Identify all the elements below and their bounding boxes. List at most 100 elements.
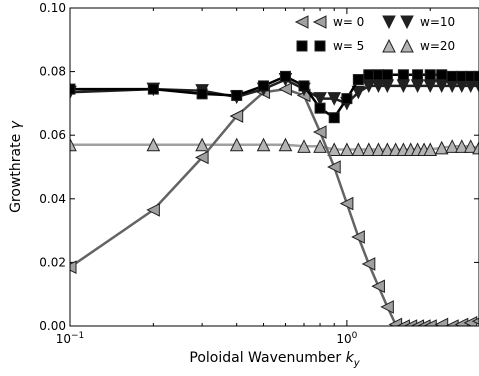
data-point [351, 85, 366, 100]
y-tick-label: 0.02 [39, 255, 66, 269]
y-axis: 0.00 0.02 0.04 0.06 0.08 0.10 [39, 1, 479, 333]
data-point [340, 142, 354, 157]
data-point [351, 142, 366, 157]
data-point [436, 69, 448, 81]
y-tick-label: 0.10 [39, 1, 66, 15]
legend-marker [400, 38, 414, 53]
plot-frame [69, 7, 479, 327]
data-point [146, 137, 161, 152]
data-point [327, 142, 342, 157]
data-point [229, 109, 244, 123]
data-point [473, 70, 479, 82]
data-point [463, 139, 478, 153]
data-point [297, 139, 311, 153]
legend-item: w=20 [382, 38, 455, 53]
x-axis-title-subscript: y [353, 358, 361, 369]
data-point [146, 203, 160, 217]
data-point [434, 317, 449, 326]
series-w5 [70, 69, 479, 124]
legend-marker [382, 15, 396, 30]
legend: w= 0 w= 5 w=10 w=20 [294, 15, 455, 53]
data-point [231, 89, 243, 101]
legend-marker [400, 15, 414, 30]
data-point [327, 160, 341, 174]
y-axis-title: Growthrate γ [8, 120, 24, 213]
data-point [313, 139, 327, 153]
legend-label: w=20 [420, 39, 455, 53]
x-axis-title-text: Poloidal Wavenumber [189, 350, 345, 366]
data-point [434, 140, 449, 155]
y-tick-label: 0.04 [39, 192, 66, 206]
data-point [445, 139, 459, 153]
data-point [380, 300, 394, 314]
data-point [229, 137, 244, 152]
legend-marker [296, 40, 308, 52]
data-point [256, 137, 271, 152]
data-point [147, 83, 159, 95]
data-point [327, 92, 342, 106]
legend-marker [382, 38, 396, 53]
data-point [371, 142, 386, 157]
legend-item: w=10 [382, 15, 455, 30]
data-point [397, 69, 409, 81]
x-axis-title-symbol: k [346, 350, 355, 366]
data-point [70, 260, 77, 274]
data-point [363, 69, 375, 81]
data-point [361, 257, 376, 271]
data-point [472, 79, 479, 94]
data-point [196, 88, 208, 100]
data-point [70, 137, 77, 152]
data-point [471, 317, 479, 325]
y-tick-label: 0.00 [39, 319, 66, 333]
data-point [396, 319, 410, 326]
data-point [424, 69, 436, 81]
data-point [298, 80, 310, 92]
data-point [423, 319, 437, 326]
legend-label: w= 5 [333, 39, 364, 53]
data-point [472, 140, 479, 155]
data-point [380, 142, 395, 157]
data-point [362, 142, 376, 157]
x-tick-label: 10−1 [56, 331, 85, 346]
y-tick-label: 0.08 [39, 65, 66, 79]
legend-label: w= 0 [333, 15, 364, 29]
series-layer [70, 69, 479, 326]
legend-item: w= 5 [296, 39, 364, 53]
series-line [70, 87, 479, 326]
y-tick-label: 0.06 [39, 128, 66, 142]
y-axis-title-text: Growthrate [8, 129, 24, 213]
data-point [279, 70, 291, 82]
legend-label: w=10 [420, 15, 455, 29]
data-point [314, 102, 326, 114]
data-point [381, 69, 393, 81]
series-w20 [70, 137, 479, 157]
data-point [194, 150, 209, 165]
data-point [313, 92, 327, 106]
legend-marker [314, 40, 326, 52]
data-point [454, 139, 469, 153]
data-point [352, 74, 364, 86]
data-point [278, 137, 293, 152]
series-line [70, 78, 479, 105]
legend-item: w= 0 [294, 15, 364, 29]
data-point [341, 93, 353, 105]
data-point [339, 196, 354, 211]
legend-marker [294, 15, 309, 29]
series-w0 [70, 82, 479, 326]
data-point [312, 125, 327, 139]
data-point [351, 230, 365, 244]
x-axis: 10−1 100 [56, 8, 479, 346]
data-point [70, 83, 76, 95]
data-point [412, 69, 424, 81]
data-point [371, 279, 385, 294]
data-point [195, 137, 209, 152]
data-point [423, 142, 438, 157]
data-point [446, 70, 458, 82]
y-axis-title-symbol: γ [8, 120, 24, 129]
x-axis-title: Poloidal Wavenumber ky [189, 350, 360, 369]
data-point [328, 112, 340, 124]
x-tick-label: 100 [336, 331, 357, 346]
data-point [258, 80, 270, 92]
legend-marker [312, 15, 327, 29]
